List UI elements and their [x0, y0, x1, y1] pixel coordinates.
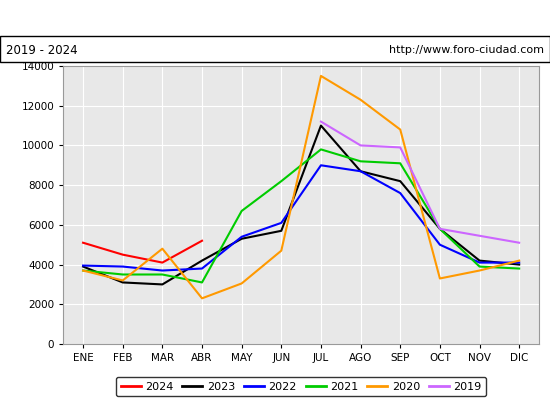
Text: 2019 - 2024: 2019 - 2024 [6, 44, 77, 57]
Legend: 2024, 2023, 2022, 2021, 2020, 2019: 2024, 2023, 2022, 2021, 2020, 2019 [116, 377, 486, 396]
Text: Evolucion Nº Turistas Nacionales en el municipio de El Viso de San Juan: Evolucion Nº Turistas Nacionales en el m… [17, 12, 533, 24]
Text: http://www.foro-ciudad.com: http://www.foro-ciudad.com [389, 45, 544, 55]
